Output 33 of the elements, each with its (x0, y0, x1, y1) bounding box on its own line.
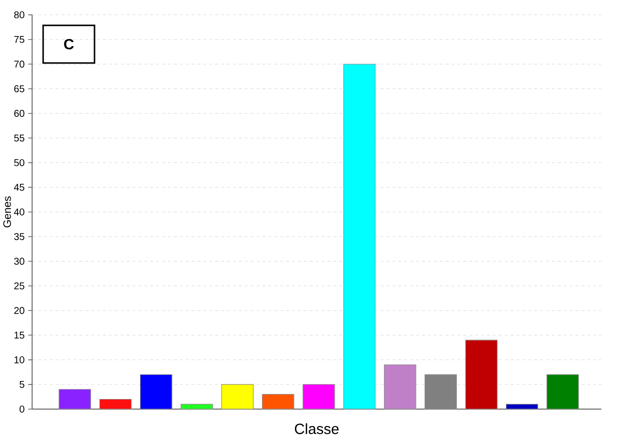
y-tick-label: 60 (14, 110, 24, 118)
bar (58, 389, 91, 410)
bar (140, 374, 172, 410)
bar (465, 340, 498, 410)
y-tick-label: 55 (14, 134, 24, 142)
bar (221, 384, 254, 410)
y-tick-label: 30 (14, 258, 24, 265)
y-tick-label: 50 (14, 159, 24, 166)
y-tick-label: 45 (14, 184, 24, 191)
y-axis-title: Genes (3, 196, 11, 228)
y-tick-label: 75 (14, 36, 24, 44)
bar (99, 399, 132, 410)
annotation: C (64, 39, 74, 50)
bar (262, 394, 294, 410)
y-tick-label: 25 (14, 282, 24, 290)
y-tick-label: 15 (14, 332, 24, 339)
bar (302, 384, 335, 410)
y-tick-label: 35 (14, 233, 24, 240)
bar (384, 364, 416, 410)
y-tick-label: 10 (14, 356, 24, 364)
y-tick-label: 65 (14, 85, 24, 92)
bar (343, 64, 376, 410)
y-tick-label: 0 (20, 406, 24, 413)
y-tick-label: 70 (14, 60, 24, 68)
y-tick-label: 40 (14, 208, 24, 216)
y-tick-label: 80 (14, 12, 24, 18)
y-tick-label: 20 (14, 307, 24, 314)
x-axis-title: Classe (294, 423, 339, 434)
bar (424, 374, 457, 410)
bar (506, 404, 538, 410)
bar (546, 374, 579, 410)
y-tick-label: 5 (20, 381, 24, 388)
bar (180, 404, 213, 410)
